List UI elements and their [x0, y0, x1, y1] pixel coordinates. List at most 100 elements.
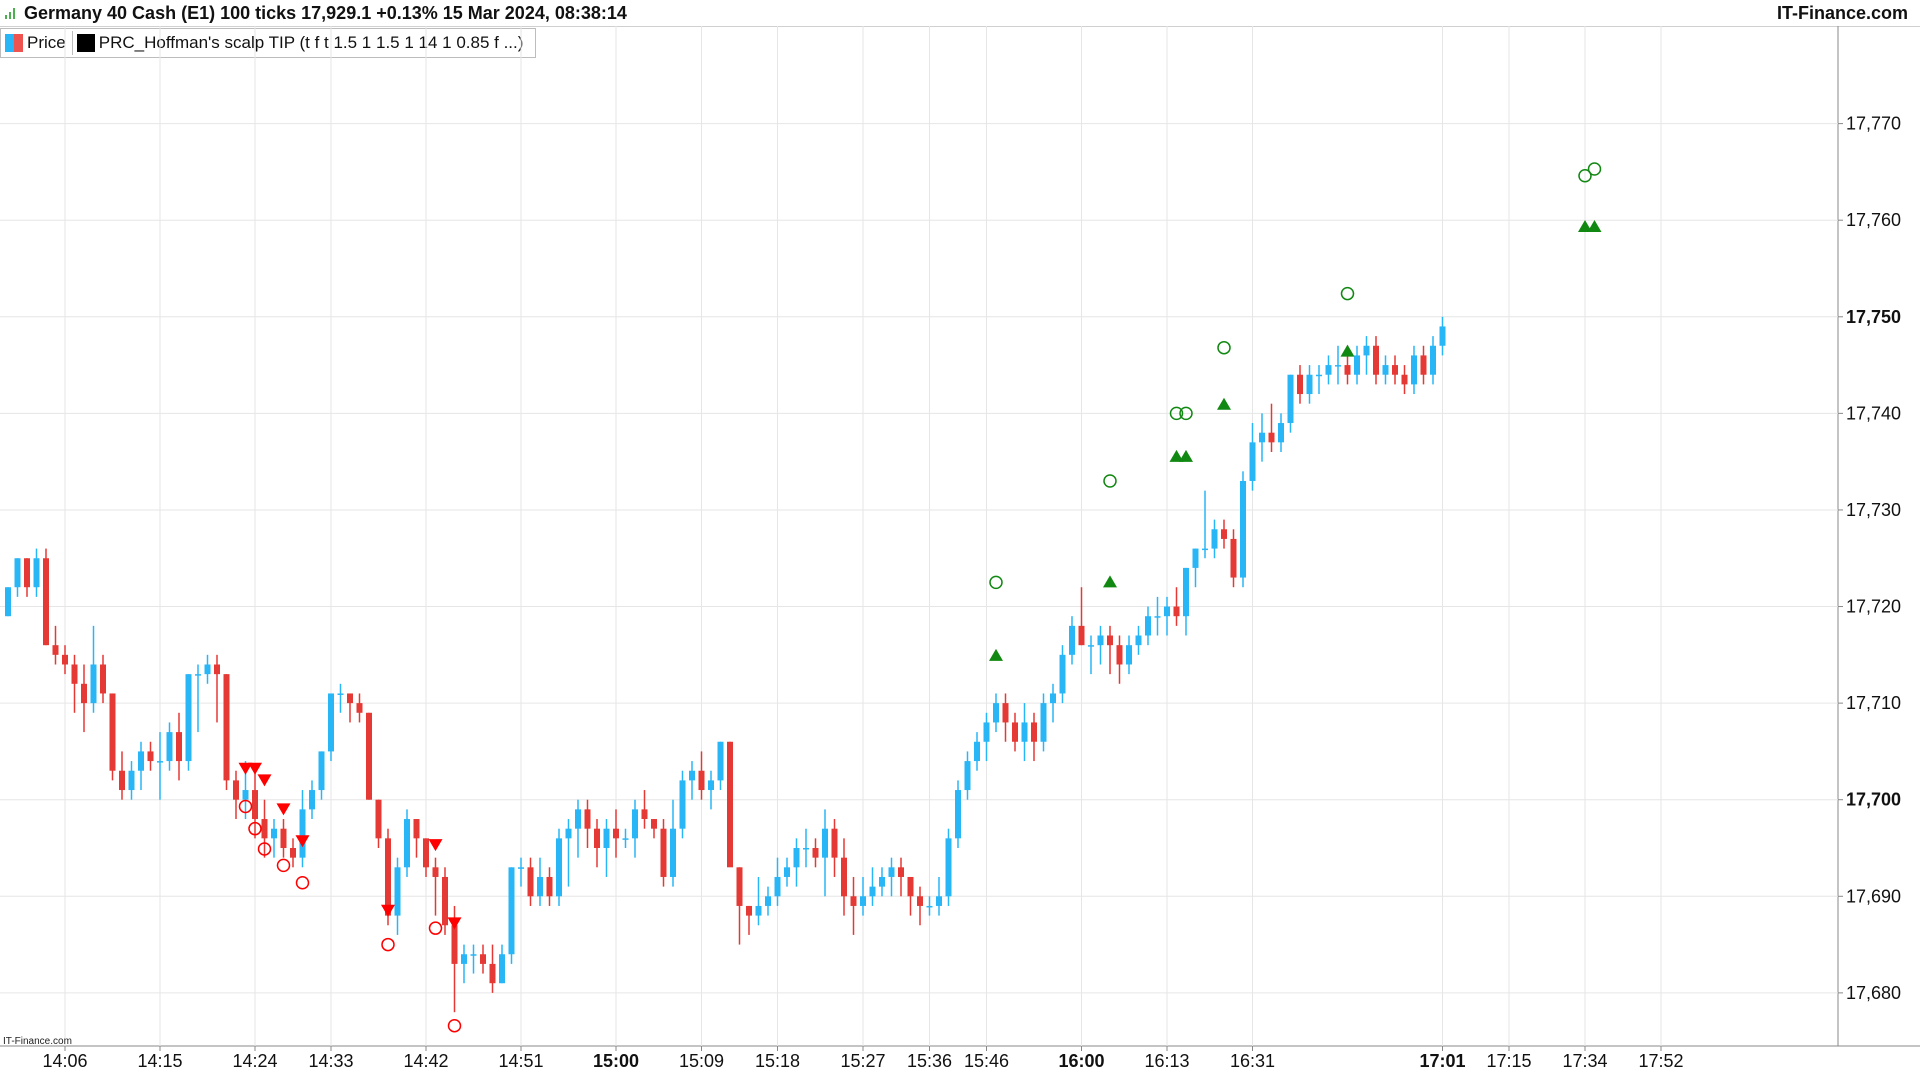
- candle-body: [461, 954, 467, 964]
- candle-body: [290, 848, 296, 858]
- candle-body: [679, 780, 686, 829]
- x-tick-label: 15:27: [840, 1051, 885, 1071]
- sell-signal-triangle: [381, 904, 395, 917]
- candle-body: [841, 857, 847, 897]
- buy-signal-triangle: [989, 648, 1003, 661]
- candle-body: [641, 809, 648, 820]
- legend: Price PRC_Hoffman's scalp TIP (t f t 1.5…: [0, 28, 537, 58]
- y-tick-label: 17,700: [1846, 790, 1901, 810]
- y-tick-label: 17,770: [1846, 114, 1901, 134]
- candle-body: [185, 674, 192, 762]
- sell-signal-triangle: [238, 762, 253, 775]
- candle-body: [1069, 625, 1075, 655]
- candle-body: [1088, 645, 1094, 647]
- sell-target-circle: [428, 921, 443, 935]
- candle-body: [14, 558, 21, 588]
- candle-body: [603, 828, 610, 848]
- x-tick-label: 17:52: [1638, 1051, 1683, 1071]
- time-axis: 14:06 14:15 14:24 14:33 14:42 14:51 15:00 15:09…: [42, 1046, 1684, 1071]
- y-tick-label: 17,690: [1846, 886, 1901, 906]
- candle-body: [1192, 548, 1199, 568]
- candle-body: [1363, 345, 1370, 356]
- legend-item-indicator[interactable]: PRC_Hoffman's scalp TIP (t f t 1.5 1 1.5…: [76, 33, 523, 53]
- candle-body: [470, 954, 477, 956]
- watermark: IT-Finance.com: [3, 1036, 72, 1047]
- buy-target-circle: [1217, 340, 1231, 355]
- candle-body: [746, 905, 752, 916]
- candle-body: [1221, 529, 1227, 539]
- legend-price-label: Price: [27, 33, 66, 52]
- candle-body: [138, 751, 144, 771]
- candle-body: [736, 867, 743, 906]
- x-tick-label: 14:06: [42, 1051, 87, 1071]
- candle-body: [147, 751, 154, 762]
- candle-body: [1287, 374, 1294, 424]
- candle-body: [869, 886, 876, 897]
- candle-body: [1145, 616, 1151, 636]
- y-tick-label: 17,730: [1846, 500, 1901, 520]
- candle-body: [651, 819, 657, 829]
- candle-body: [33, 558, 40, 588]
- candle-body: [670, 828, 676, 877]
- x-tick-label: 14:33: [308, 1051, 353, 1071]
- buy-signal-triangle: [1217, 397, 1231, 410]
- candle-body: [1354, 355, 1360, 375]
- candle-body: [518, 867, 524, 869]
- candle-body: [366, 712, 372, 800]
- candle-body: [451, 925, 458, 964]
- buy-target-circle: [1587, 162, 1602, 176]
- candle-body: [128, 770, 135, 791]
- candle-body: [1154, 616, 1161, 618]
- candle-body: [1135, 635, 1142, 646]
- candle-body: [1031, 722, 1037, 742]
- candle-body: [442, 876, 448, 926]
- candle-body: [90, 664, 97, 704]
- candle-body: [1392, 365, 1398, 375]
- candle-body: [850, 896, 857, 906]
- candle-body: [404, 819, 410, 868]
- candle-body: [176, 732, 182, 762]
- y-tick-label: 17,710: [1846, 693, 1901, 713]
- signals: [238, 162, 1602, 1033]
- grid-lines: [0, 26, 1920, 1047]
- candle-body: [423, 838, 429, 868]
- legend-item-price[interactable]: Price: [5, 33, 66, 53]
- candle-body: [1040, 703, 1047, 742]
- buy-target-circle: [1578, 169, 1592, 183]
- x-tick-label: 15:36: [907, 1051, 952, 1071]
- candle-body: [100, 664, 106, 694]
- candle-body: [708, 780, 714, 791]
- candle-body: [1116, 645, 1123, 665]
- candle-body: [394, 867, 401, 916]
- candle-body: [242, 790, 249, 800]
- candle-body: [1306, 374, 1313, 395]
- sell-target-circle: [276, 858, 291, 873]
- x-tick-label: 14:42: [403, 1051, 448, 1071]
- candle-body: [1164, 606, 1170, 617]
- x-tick-label: 16:13: [1144, 1051, 1189, 1071]
- candle-body: [784, 867, 790, 877]
- candle-body: [508, 867, 515, 955]
- candle-body: [1012, 722, 1018, 742]
- sell-target-circle: [238, 799, 253, 814]
- title-bar: Germany 40 Cash (E1) 100 ticks 17,929.1 …: [0, 0, 1920, 27]
- brand-logo-text[interactable]: IT-Finance.com: [1776, 3, 1908, 23]
- candle-body: [974, 741, 980, 762]
- candle-body: [1240, 480, 1246, 578]
- price-swatch-icon: [5, 34, 23, 52]
- x-tick-label: 16:31: [1230, 1051, 1275, 1071]
- candle-body: [765, 896, 771, 906]
- candle-body: [755, 905, 762, 916]
- buy-target-circle: [1340, 286, 1355, 301]
- candle-body: [660, 828, 667, 877]
- candle-body: [309, 790, 315, 810]
- candle-body: [1411, 355, 1417, 385]
- candle-body: [803, 848, 809, 850]
- buy-signal-triangle: [1179, 449, 1193, 462]
- sell-signal-triangle: [295, 835, 310, 848]
- sell-signal-triangle: [447, 917, 462, 930]
- candle-body: [499, 954, 505, 984]
- candle-body: [1335, 365, 1341, 367]
- candle-body: [632, 809, 638, 839]
